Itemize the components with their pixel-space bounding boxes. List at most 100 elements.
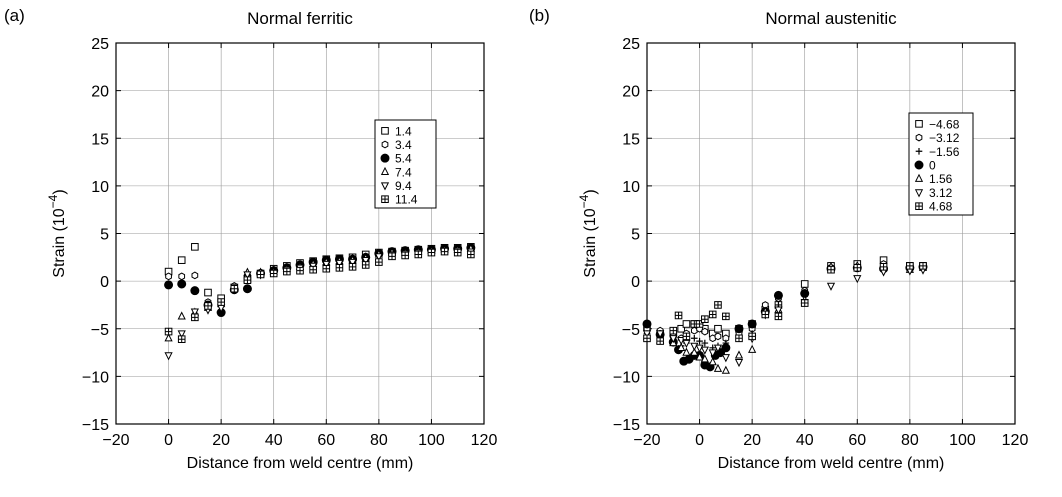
legend-label: 1.4 [395,124,412,138]
x-tick-label: 60 [317,432,335,449]
y-tick-label: 20 [91,84,109,101]
grid-lines [116,43,484,424]
data-point [177,311,186,320]
chart-title: Normal ferritic [247,9,353,28]
data-point [177,335,186,344]
legend-item: 11.4 [381,193,418,207]
data-point [906,262,914,270]
data-point [256,270,265,279]
data-point [748,332,756,341]
data-point [190,286,200,296]
data-point [322,264,331,273]
y-tick-label: 10 [622,179,640,196]
data-point [335,263,344,272]
data-point [721,354,730,363]
data-point [243,271,252,280]
legend-label: 4.68 [929,200,953,214]
data-point [642,319,652,329]
legend-label: −4.68 [929,117,960,131]
data-point [656,337,664,345]
data-point [191,313,199,322]
legend-item: 3.12 [914,186,953,200]
legend-label: 0 [929,159,936,173]
data-point [669,326,678,335]
legend-item: 1.56 [914,172,953,186]
y-axis-label-exponent: −4 [46,194,60,208]
x-tick-label: 80 [901,432,919,449]
y-axis-label-main: Strain (10 [582,208,599,277]
x-tick-label: 0 [695,432,704,449]
x-axis: −20 0 20 40 60 80 100 120 [633,43,1028,449]
legend-label: 1.56 [929,172,953,186]
legend-marker [380,153,390,163]
data-point [682,339,691,349]
data-point [243,276,252,284]
y-axis-label-exponent: −4 [577,194,591,208]
legend-label: 7.4 [395,165,412,179]
legend: 1.43.45.47.49.411.4 [374,119,437,209]
data-point [230,284,239,293]
data-point [283,267,291,276]
data-point [467,250,475,259]
y-tick-label: −10 [613,369,640,386]
data-point [642,330,652,339]
y-tick-label: −5 [622,322,640,339]
y-axis-label-close: ) [582,189,599,194]
data-point [735,334,743,343]
data-point [919,262,927,270]
data-point [827,265,835,274]
legend-item: 9.4 [380,179,412,193]
data-point [691,334,698,342]
data-point [178,272,186,281]
data-point [695,352,704,361]
data-point [322,260,331,269]
data-point [853,275,862,284]
y-tick-label: 25 [91,36,109,53]
data-point [700,346,709,355]
data-point [879,263,888,271]
data-point [177,256,186,264]
x-tick-label: 100 [418,432,445,449]
legend-label: 11.4 [395,193,418,207]
data-point [414,250,423,259]
data-point [669,335,678,344]
chart-panel-a: (a) Normal ferritic−20 0 20 40 60 80 100 1202520… [4,6,497,472]
data-point [204,302,212,310]
data-point [190,308,199,317]
data-point [388,252,396,261]
data-point [714,332,722,341]
y-tick-label: −15 [613,417,640,434]
x-tick-label: 100 [949,432,976,449]
x-tick-label: 40 [265,432,283,449]
legend-marker [380,182,390,191]
legend-marker [381,195,389,203]
y-tick-label: 10 [91,179,109,196]
series-1 [165,243,475,309]
data-point [177,279,187,289]
panel-label: (b) [529,6,550,25]
y-tick-label: 5 [631,227,640,244]
legend-marker [915,202,923,210]
legend-label: 3.4 [395,138,412,152]
data-point [714,324,722,333]
legend-label: 3.12 [929,186,953,200]
data-point [713,344,723,353]
series-5 [164,247,475,344]
data-point [774,312,783,321]
y-tick-label: 0 [631,274,640,291]
data-point [296,266,304,275]
y-tick-label: −10 [82,369,109,386]
x-axis-label: Distance from weld centre (mm) [718,455,945,472]
series-6 [643,262,927,345]
legend-marker [381,127,389,135]
data-point [682,320,691,328]
data-point [721,365,730,374]
legend-marker [915,120,923,128]
legend-marker [915,133,923,142]
legend-item: −4.68 [915,117,960,131]
data-point [269,269,278,278]
data-point [800,299,809,307]
data-point [682,332,691,341]
x-tick-label: 120 [1002,432,1029,449]
